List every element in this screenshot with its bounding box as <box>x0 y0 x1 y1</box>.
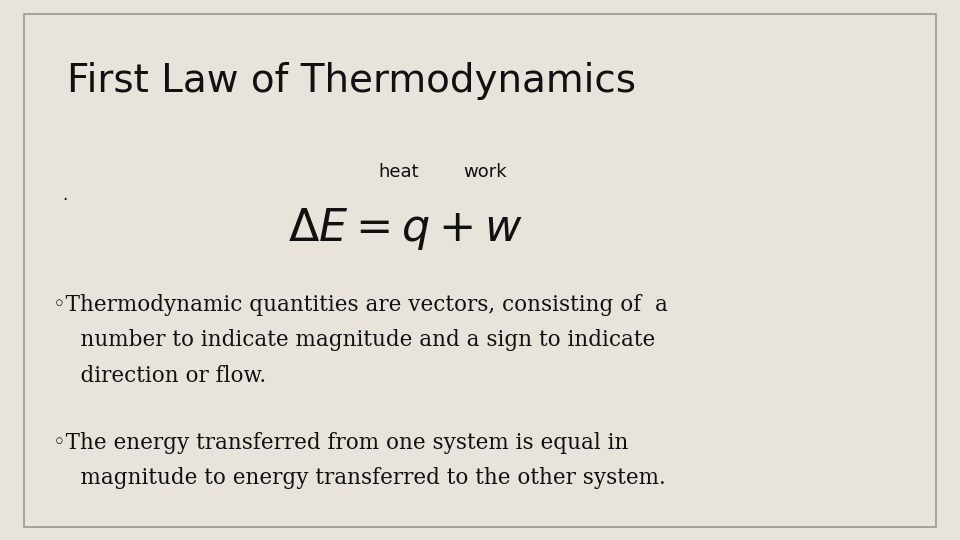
Text: direction or flow.: direction or flow. <box>53 364 266 387</box>
Text: magnitude to energy transferred to the other system.: magnitude to energy transferred to the o… <box>53 467 665 489</box>
Text: First Law of Thermodynamics: First Law of Thermodynamics <box>67 62 636 100</box>
Text: $\Delta E = q + w$: $\Delta E = q + w$ <box>288 206 522 253</box>
Text: ·: · <box>62 191 67 209</box>
Text: number to indicate magnitude and a sign to indicate: number to indicate magnitude and a sign … <box>53 329 655 352</box>
Text: work: work <box>463 163 507 181</box>
Text: ◦The energy transferred from one system is equal in: ◦The energy transferred from one system … <box>53 432 628 454</box>
Text: ◦Thermodynamic quantities are vectors, consisting of  a: ◦Thermodynamic quantities are vectors, c… <box>53 294 667 316</box>
Text: heat: heat <box>378 163 419 181</box>
